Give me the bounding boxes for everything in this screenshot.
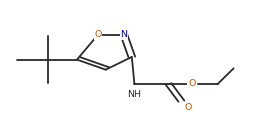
Text: NH: NH bbox=[127, 90, 141, 99]
Text: O: O bbox=[185, 103, 192, 112]
Text: N: N bbox=[121, 30, 127, 39]
Text: O: O bbox=[188, 79, 195, 88]
Text: O: O bbox=[94, 30, 102, 39]
